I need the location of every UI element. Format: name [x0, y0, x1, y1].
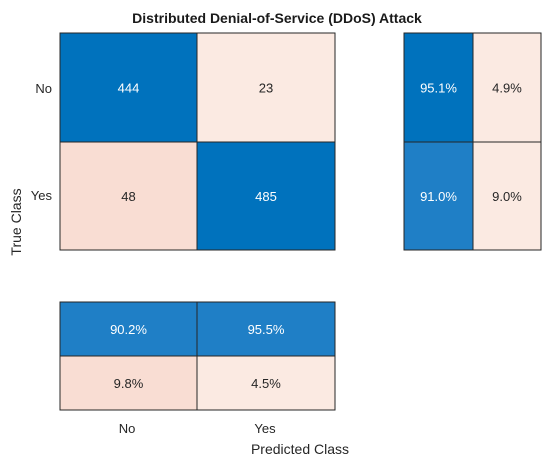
matrix-r1-c1-value: 485 — [255, 189, 277, 204]
row-summary-incorrect-0-cell — [472, 32, 542, 143]
matrix-r0-c0-value: 444 — [118, 81, 140, 96]
row-summary-correct-0-cell — [403, 32, 474, 143]
matrix-r0-c1-cell — [196, 32, 336, 143]
x-tick-label-yes: Yes — [254, 421, 276, 436]
matrix-r1-c0-value: 48 — [121, 189, 135, 204]
column-summary-incorrect-0-value: 9.8% — [114, 376, 144, 391]
y-axis-label: True Class — [8, 188, 24, 255]
row-summary-incorrect-1-value: 9.0% — [492, 189, 522, 204]
row-summary-correct-1-cell — [403, 141, 474, 251]
row-summary-correct-0-value: 95.1% — [420, 81, 457, 96]
matrix-r1-c0-cell — [59, 141, 198, 251]
x-tick-label-no: No — [119, 421, 136, 436]
row-summary-incorrect-0-value: 4.9% — [492, 81, 522, 96]
y-tick-label-yes: Yes — [31, 188, 53, 203]
row-summary-correct-1-value: 91.0% — [420, 189, 457, 204]
x-axis-label: Predicted Class — [251, 441, 349, 457]
row-summary-incorrect-1-cell — [472, 141, 542, 251]
chart-title: Distributed Denial-of-Service (DDoS) Att… — [132, 10, 422, 26]
y-tick-label-no: No — [35, 81, 52, 96]
matrix-r0-c1-value: 23 — [259, 81, 273, 96]
column-summary-correct-1-cell — [196, 301, 336, 357]
column-summary-correct-1-value: 95.5% — [248, 322, 285, 337]
column-summary-incorrect-1-value: 4.5% — [251, 376, 281, 391]
column-summary-incorrect-1-cell — [196, 355, 336, 411]
matrix-r1-c1-cell — [196, 141, 336, 251]
matrix-r0-c0-cell — [59, 32, 198, 143]
column-summary-correct-0-value: 90.2% — [110, 322, 147, 337]
column-summary-incorrect-0-cell — [59, 355, 198, 411]
